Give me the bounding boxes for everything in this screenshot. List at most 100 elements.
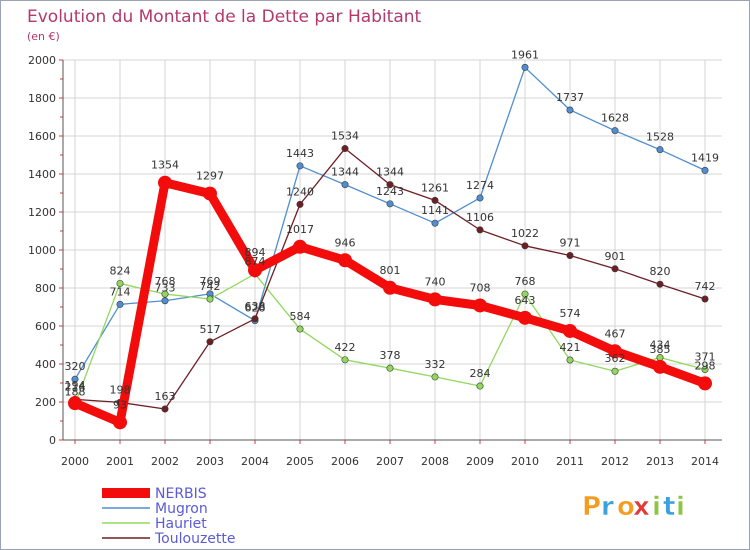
data-label-hauriet: 768 bbox=[155, 275, 176, 288]
data-point-mugron bbox=[701, 166, 709, 174]
y-tick-label: 0 bbox=[49, 434, 56, 447]
data-label-nerbis: 1017 bbox=[286, 223, 314, 236]
data-point-mugron bbox=[161, 297, 169, 305]
chart-subtitle: (en €) bbox=[27, 30, 60, 43]
data-label-toulouzette: 971 bbox=[560, 237, 581, 250]
data-point-hauriet bbox=[386, 364, 394, 372]
data-label-nerbis: 574 bbox=[560, 307, 581, 320]
data-label-mugron: 1141 bbox=[421, 204, 449, 217]
data-label-hauriet: 371 bbox=[695, 351, 716, 364]
data-point-hauriet bbox=[431, 373, 439, 381]
data-point-hauriet bbox=[611, 367, 619, 375]
data-label-hauriet: 584 bbox=[290, 310, 311, 323]
data-label-hauriet: 768 bbox=[515, 275, 536, 288]
data-label-nerbis: 467 bbox=[605, 327, 626, 340]
data-point-toulouzette bbox=[296, 200, 304, 208]
x-tick-label: 2006 bbox=[331, 455, 359, 468]
data-point-toulouzette bbox=[161, 405, 169, 413]
logo-letter: t bbox=[663, 492, 675, 522]
data-point-mugron bbox=[611, 127, 619, 135]
data-point-toulouzette bbox=[431, 196, 439, 204]
data-label-hauriet: 284 bbox=[470, 367, 491, 380]
data-point-toulouzette bbox=[611, 265, 619, 273]
data-label-hauriet: 824 bbox=[110, 264, 131, 277]
data-label-nerbis: 194 bbox=[65, 379, 86, 392]
data-label-nerbis: 708 bbox=[470, 281, 491, 294]
y-tick-label: 600 bbox=[35, 320, 56, 333]
data-label-nerbis: 740 bbox=[425, 275, 446, 288]
data-point-nerbis bbox=[338, 253, 352, 268]
x-tick-label: 2005 bbox=[286, 455, 314, 468]
data-label-toulouzette: 517 bbox=[200, 323, 221, 336]
logo-letter: x bbox=[633, 492, 650, 522]
data-label-mugron: 1243 bbox=[376, 185, 404, 198]
data-point-nerbis bbox=[518, 310, 532, 325]
data-point-toulouzette bbox=[656, 280, 664, 288]
y-tick-label: 400 bbox=[35, 358, 56, 371]
data-point-nerbis bbox=[383, 280, 397, 295]
x-tick-label: 2008 bbox=[421, 455, 449, 468]
data-point-hauriet bbox=[701, 366, 709, 374]
data-label-hauriet: 434 bbox=[650, 339, 671, 352]
x-tick-label: 2013 bbox=[646, 455, 674, 468]
y-tick-label: 1200 bbox=[28, 206, 56, 219]
data-point-hauriet bbox=[116, 279, 124, 287]
data-label-toulouzette: 638 bbox=[245, 300, 266, 313]
data-point-nerbis bbox=[563, 323, 577, 338]
series-toulouzette bbox=[71, 145, 709, 413]
data-label-nerbis: 801 bbox=[380, 264, 401, 277]
data-point-toulouzette bbox=[206, 338, 214, 346]
data-point-nerbis bbox=[473, 298, 487, 313]
data-label-toulouzette: 1534 bbox=[331, 130, 359, 143]
data-point-nerbis bbox=[428, 292, 442, 307]
data-label-nerbis: 894 bbox=[245, 246, 266, 259]
axes: 0 200 400 600 800 1000 1200 1400 1600 1800 2000 200… bbox=[28, 54, 722, 468]
y-tick-label: 1800 bbox=[28, 92, 56, 105]
data-point-toulouzette bbox=[386, 181, 394, 189]
data-label-mugron: 1419 bbox=[691, 151, 719, 164]
data-label-toulouzette: 163 bbox=[155, 390, 176, 403]
data-label-hauriet: 378 bbox=[380, 349, 401, 362]
data-label-mugron: 628 bbox=[245, 302, 266, 315]
logo-letter: r bbox=[601, 492, 614, 522]
data-label-hauriet: 422 bbox=[335, 341, 356, 354]
grid bbox=[63, 59, 722, 441]
series bbox=[68, 63, 712, 430]
data-point-mugron bbox=[296, 162, 304, 170]
data-label-hauriet: 874 bbox=[245, 255, 266, 268]
y-tick-label: 1000 bbox=[28, 244, 56, 257]
data-label-hauriet: 332 bbox=[425, 358, 446, 371]
series-mugron bbox=[71, 63, 709, 383]
chart-title: Evolution du Montant de la Dette par Hab… bbox=[27, 7, 422, 27]
y-tick-label: 2000 bbox=[28, 54, 56, 67]
data-label-mugron: 714 bbox=[110, 285, 131, 298]
x-tick-label: 2014 bbox=[691, 455, 719, 468]
data-label-toulouzette: 198 bbox=[110, 383, 131, 396]
data-point-nerbis bbox=[698, 376, 712, 391]
data-label-nerbis: 1354 bbox=[151, 159, 179, 172]
data-label-mugron: 320 bbox=[65, 360, 86, 373]
y-tick-label: 200 bbox=[35, 396, 56, 409]
data-point-hauriet bbox=[296, 325, 304, 333]
data-label-hauriet: 742 bbox=[200, 280, 221, 293]
data-point-mugron bbox=[476, 194, 484, 202]
data-label-toulouzette: 820 bbox=[650, 265, 671, 278]
legend-label-toulouzette: Toulouzette bbox=[154, 531, 236, 547]
x-tick-label: 2004 bbox=[241, 455, 269, 468]
data-point-toulouzette bbox=[341, 145, 349, 153]
data-point-nerbis bbox=[158, 175, 172, 190]
data-labels: 320 714 733 769 628 1443 1344 1243 1141 1274 1961 1… bbox=[65, 48, 720, 411]
data-point-mugron bbox=[566, 106, 574, 114]
data-label-hauriet: 188 bbox=[65, 385, 86, 398]
data-point-mugron bbox=[431, 219, 439, 227]
x-tick-label: 2007 bbox=[376, 455, 404, 468]
legend-label-hauriet: Hauriet bbox=[155, 516, 207, 532]
data-label-nerbis: 643 bbox=[515, 294, 536, 307]
x-tick-label: 2000 bbox=[61, 455, 89, 468]
data-label-toulouzette: 1240 bbox=[286, 185, 314, 198]
data-label-toulouzette: 214 bbox=[65, 380, 86, 393]
legend-label-nerbis: NERBIS bbox=[155, 486, 207, 502]
data-point-toulouzette bbox=[521, 242, 529, 250]
